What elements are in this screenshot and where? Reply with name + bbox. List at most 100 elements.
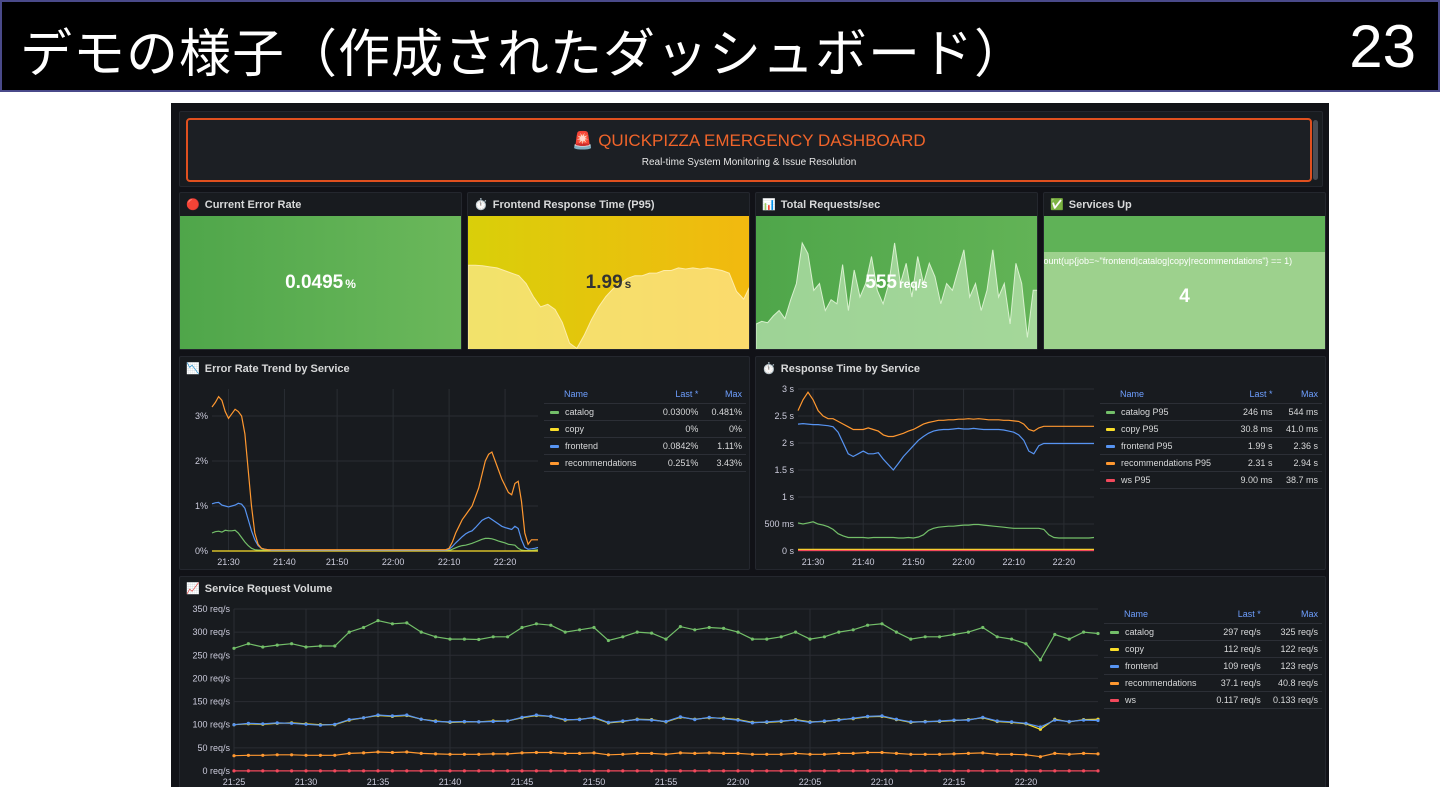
series-point xyxy=(390,714,394,718)
legend-row[interactable]: frontend P95 1.99 s 2.36 s xyxy=(1100,437,1322,455)
series-point xyxy=(448,752,452,756)
x-tick-label: 22:00 xyxy=(952,557,975,567)
series-point xyxy=(534,713,538,717)
legend-header-cell[interactable]: Max xyxy=(702,387,746,404)
series-point xyxy=(808,752,812,756)
legend-row[interactable]: ws 0.117 req/s 0.133 req/s xyxy=(1104,691,1322,709)
legend-row[interactable]: frontend 109 req/s 123 req/s xyxy=(1104,657,1322,675)
legend-row[interactable]: copy 112 req/s 122 req/s xyxy=(1104,640,1322,658)
series-point xyxy=(722,626,726,630)
series-point xyxy=(909,752,913,756)
series-point xyxy=(822,635,827,639)
legend-header-cell[interactable]: Last * xyxy=(1230,387,1277,404)
y-tick-label: 3 s xyxy=(782,384,795,394)
legend-row[interactable]: frontend 0.0842% 1.11% xyxy=(544,437,746,455)
series-point xyxy=(506,769,510,773)
panel-request-volume[interactable]: 📈 Service Request Volume 0 req/s 50 req/s… xyxy=(179,576,1326,787)
banner-scrollbar[interactable] xyxy=(1313,120,1318,180)
series-point xyxy=(765,720,769,724)
legend-header-cell[interactable]: Name xyxy=(1100,387,1231,404)
legend-row[interactable]: recommendations P95 2.31 s 2.94 s xyxy=(1100,454,1322,472)
stat-value: 1.99 s xyxy=(468,272,749,294)
legend-header: Name Last * Max xyxy=(1104,607,1322,624)
series-point xyxy=(448,769,452,773)
panel-title: 🔴 Current Error Rate xyxy=(186,198,301,211)
legend-row[interactable]: recommendations 0.251% 3.43% xyxy=(544,454,746,472)
error-rate-chart[interactable]: 0% 1% 2% 3% 21:30 21:40 21:50 22:00 22:10 22:20 xyxy=(180,381,540,571)
legend-header-cell[interactable]: Last * xyxy=(1208,607,1265,624)
series-point xyxy=(462,752,466,756)
stat-panel-services-up[interactable]: ✅ Services Up count(up{job=~"frontend|ca… xyxy=(1043,192,1326,350)
series-point xyxy=(851,751,855,755)
response-time-chart[interactable]: 0 s 500 ms 1 s 1.5 s 2 s 2.5 s 3 s 21:30 21:40 21… xyxy=(756,381,1096,571)
series-line-recommendations-p95 xyxy=(797,391,1094,438)
series-point xyxy=(549,769,553,773)
series-point xyxy=(1038,755,1042,759)
series-point xyxy=(851,628,855,632)
series-point xyxy=(664,752,668,756)
legend-series-name: frontend P95 xyxy=(1100,437,1231,455)
y-tick-label: 2.5 s xyxy=(774,411,794,421)
red-circle-icon: 🔴 xyxy=(186,199,200,211)
legend-color-swatch xyxy=(1106,445,1115,449)
series-point xyxy=(1010,752,1014,756)
y-tick-label: 0% xyxy=(195,546,208,556)
series-point xyxy=(966,751,971,755)
series-point xyxy=(952,752,956,756)
series-point xyxy=(376,619,380,623)
series-point xyxy=(1096,718,1100,723)
y-tick-label: 1 s xyxy=(782,492,795,502)
legend-row[interactable]: recommendations 37.1 req/s 40.8 req/s xyxy=(1104,674,1322,692)
x-tick-label: 21:40 xyxy=(439,777,462,787)
y-tick-label: 2% xyxy=(195,456,208,466)
request-volume-chart[interactable]: 0 req/s 50 req/s 100 req/s 150 req/s 200 req… xyxy=(180,601,1100,787)
stat-panel-error-rate[interactable]: 🔴 Current Error Rate 0.0495% xyxy=(179,192,462,350)
series-point xyxy=(246,721,250,725)
series-point xyxy=(966,769,971,773)
series-point xyxy=(851,716,855,720)
series-point xyxy=(578,628,582,632)
legend-color-swatch xyxy=(1110,665,1119,669)
legend-header-cell[interactable]: Last * xyxy=(653,387,703,404)
stat-number: 1.99 xyxy=(585,272,623,293)
series-point xyxy=(491,635,495,639)
series-point xyxy=(664,769,668,773)
stat-panel-frontend-response[interactable]: ⏱️ Frontend Response Time (P95) 1.99 s xyxy=(467,192,750,350)
legend-color-swatch xyxy=(550,462,559,466)
legend-header-cell[interactable]: Name xyxy=(1104,607,1209,624)
legend-value: 9.00 ms xyxy=(1230,471,1277,489)
legend-row[interactable]: ws P95 9.00 ms 38.7 ms xyxy=(1100,471,1322,489)
legend-series-name: ws P95 xyxy=(1100,471,1231,489)
legend-header-cell[interactable]: Max xyxy=(1276,387,1322,404)
series-point xyxy=(822,769,827,773)
legend-row[interactable]: copy 0% 0% xyxy=(544,420,746,438)
stat-query-text: count(up{job=~"frontend|catalog|copy|rec… xyxy=(1044,256,1293,266)
series-point xyxy=(318,644,322,648)
legend-header-cell[interactable]: Max xyxy=(1264,607,1322,624)
legend-value: 325 req/s xyxy=(1264,623,1322,641)
panel-response-time[interactable]: ⏱️ Response Time by Service 0 s 500 ms 1 s… xyxy=(755,356,1326,570)
legend-row[interactable]: catalog P95 246 ms 544 ms xyxy=(1100,403,1322,421)
series-point xyxy=(678,769,682,773)
stat-panel-total-requests[interactable]: 📊 Total Requests/sec 555 req/s xyxy=(755,192,1038,350)
y-tick-label: 1% xyxy=(195,501,208,511)
series-point xyxy=(1038,658,1042,662)
legend-row[interactable]: catalog 297 req/s 325 req/s xyxy=(1104,623,1322,641)
legend-header-cell[interactable]: Name xyxy=(544,387,654,404)
series-point xyxy=(635,751,639,755)
legend-row[interactable]: copy P95 30.8 ms 41.0 ms xyxy=(1100,420,1322,438)
legend-value: 37.1 req/s xyxy=(1208,674,1265,692)
legend-series-name: copy xyxy=(1104,640,1209,658)
series-point xyxy=(635,630,639,634)
series-point xyxy=(1038,725,1042,729)
series-point xyxy=(952,769,956,773)
legend-row[interactable]: catalog 0.0300% 0.481% xyxy=(544,403,746,421)
series-point xyxy=(376,769,380,773)
legend-value: 1.11% xyxy=(702,437,746,455)
series-point xyxy=(462,719,466,724)
series-point xyxy=(1082,718,1086,722)
panel-error-rate-trend[interactable]: 📉 Error Rate Trend by Service 0% 1% 2% 3% 21… xyxy=(179,356,750,570)
series-point xyxy=(650,631,654,635)
series-point xyxy=(794,630,798,634)
series-point xyxy=(347,751,351,755)
